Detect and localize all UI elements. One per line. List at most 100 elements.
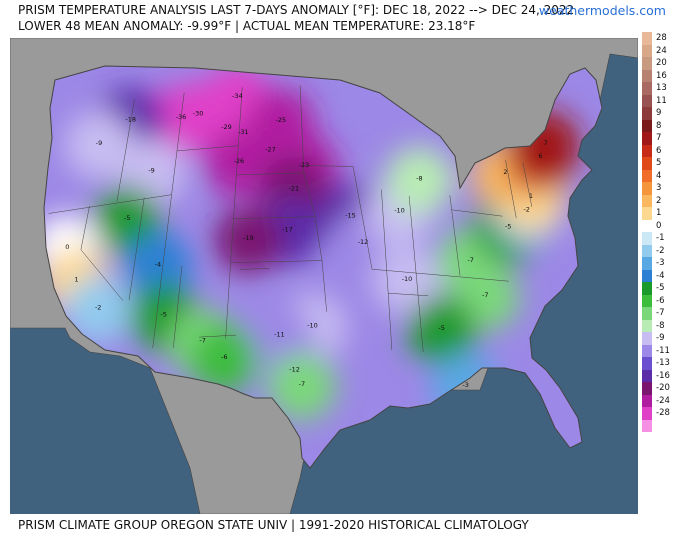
brand-link[interactable]: weathermodels.com <box>538 3 666 18</box>
anomaly-label: 6 <box>538 152 542 160</box>
map-title-line-2: LOWER 48 MEAN ANOMALY: -9.99°F | ACTUAL … <box>18 19 476 33</box>
shading-blob <box>204 129 273 198</box>
anomaly-label: -11 <box>274 331 285 339</box>
legend-entry: 11 <box>642 94 672 107</box>
anomaly-label: 1 <box>529 192 533 200</box>
legend-entry: -13 <box>642 357 672 370</box>
legend-swatch <box>642 157 652 170</box>
shading-blob <box>65 111 133 180</box>
legend-swatch <box>642 32 652 45</box>
anomaly-label: -10 <box>307 322 318 330</box>
legend-entry: -3 <box>642 257 672 270</box>
legend-entry: -6 <box>642 294 672 307</box>
anomaly-label: -5 <box>505 222 511 230</box>
anomaly-label: -31 <box>238 128 249 136</box>
legend-swatch <box>642 194 652 207</box>
state-boundary-line <box>408 195 424 353</box>
legend-entry: -8 <box>642 319 672 332</box>
state-boundary-line <box>239 268 270 270</box>
shading-blob <box>123 232 192 301</box>
legend-swatch <box>642 244 652 257</box>
legend-label: 8 <box>656 120 662 131</box>
anomaly-label: 1 <box>74 276 78 284</box>
legend-entry: -20 <box>642 382 672 395</box>
legend-label: 3 <box>656 183 662 193</box>
legend-swatch <box>642 219 652 232</box>
anomaly-label: -5 <box>124 214 130 222</box>
legend-swatch <box>642 232 652 245</box>
legend-label: 0 <box>656 220 662 231</box>
legend-label: 5 <box>656 158 662 168</box>
state-boundary-line <box>321 260 327 312</box>
state-boundary-line <box>522 162 533 207</box>
legend-label: -6 <box>656 295 665 306</box>
legend-swatch <box>642 94 652 107</box>
shading-blob <box>267 352 336 421</box>
state-boundary-line <box>116 99 135 202</box>
legend-label: -9 <box>656 333 665 343</box>
state-boundary-line <box>152 92 185 349</box>
legend-swatch <box>642 82 652 95</box>
legend-label: -3 <box>656 258 665 268</box>
legend-swatch <box>642 44 652 57</box>
legend-swatch <box>642 369 652 382</box>
legend-label: -2 <box>656 245 665 256</box>
legend-swatch <box>642 169 652 182</box>
anomaly-label: -7 <box>482 291 488 299</box>
legend-label: -8 <box>656 320 665 331</box>
legend-label: 7 <box>656 133 662 143</box>
legend-entry: -16 <box>642 369 672 382</box>
legend-swatch <box>642 294 652 307</box>
legend-entry: 8 <box>642 119 672 132</box>
lower-48-outline <box>43 65 603 469</box>
state-boundary-line <box>225 87 243 339</box>
anomaly-map: -34-30-36-29-31-27-25-26 -23-21-17-19-15-… <box>10 38 638 514</box>
legend-label: -4 <box>656 270 665 281</box>
anomaly-label: -30 <box>193 110 204 118</box>
anomaly-label: -6 <box>221 353 227 361</box>
state-boundary-line <box>303 165 354 167</box>
state-boundary-line <box>198 334 237 338</box>
state-boundary-line <box>371 268 509 282</box>
legend-swatch <box>642 307 652 320</box>
state-boundary-line <box>173 265 183 348</box>
state-boundary-line <box>314 216 323 261</box>
legend-label: -13 <box>656 358 670 368</box>
legend-swatch <box>642 319 652 332</box>
legend-swatch <box>642 382 652 395</box>
legend-swatch <box>642 107 652 120</box>
legend-swatch <box>642 119 652 132</box>
legend-swatch <box>642 207 652 220</box>
legend-entry: 2 <box>642 194 672 207</box>
anomaly-label: -26 <box>234 157 245 165</box>
legend-label: 13 <box>656 83 667 93</box>
legend-entry: -1 <box>642 232 672 245</box>
legend-swatch <box>642 269 652 282</box>
legend-label: -7 <box>656 308 665 318</box>
legend-entry: 20 <box>642 57 672 70</box>
legend-label: 2 <box>656 195 662 206</box>
legend-swatch <box>642 182 652 195</box>
state-boundary-line <box>505 159 517 219</box>
state-boundary-line <box>230 260 323 263</box>
state-boundary-line <box>233 216 316 219</box>
legend-swatch <box>642 357 652 370</box>
anomaly-label: 2 <box>503 168 507 176</box>
anomaly-label: -21 <box>288 185 299 193</box>
anomaly-label: -5 <box>438 324 444 332</box>
anomaly-label: -9 <box>96 139 102 147</box>
anomaly-label: -34 <box>232 92 243 100</box>
anomaly-label: -19 <box>243 234 254 242</box>
anomaly-value-labels: -34-30-36-29-31-27-25-26 -23-21-17-19-15-… <box>65 92 548 389</box>
legend-label: 20 <box>656 58 667 68</box>
legend-label: 9 <box>656 108 662 118</box>
legend-entry: 3 <box>642 182 672 195</box>
anomaly-label: 0 <box>65 243 69 251</box>
legend-label: -28 <box>656 408 670 418</box>
state-boundary-line <box>80 205 90 250</box>
anomaly-label: -7 <box>199 337 205 345</box>
state-boundary-line <box>388 292 429 297</box>
anomaly-label: -7 <box>299 380 305 388</box>
anomaly-label: -18 <box>125 115 136 123</box>
shading-blob <box>190 324 259 393</box>
